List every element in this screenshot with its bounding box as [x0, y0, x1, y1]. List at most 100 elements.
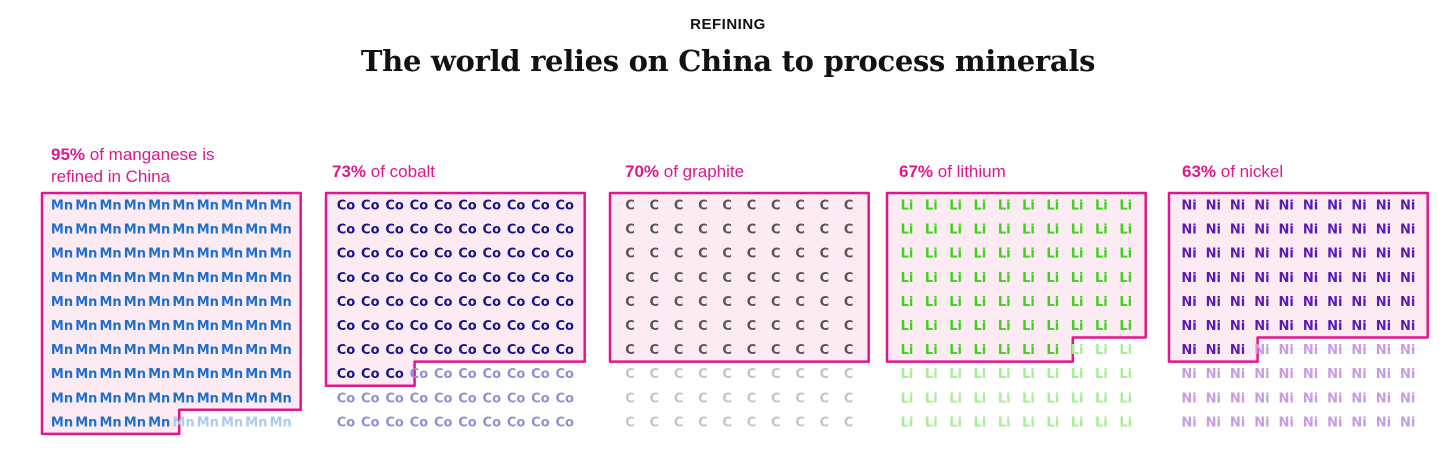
graphite-china-unit: C [722, 247, 732, 262]
lithium-china-unit: Li [998, 271, 1011, 286]
manganese-label: 95% of manganese is refined in China [51, 144, 261, 188]
lithium-other-unit: Li [949, 415, 962, 430]
graphite-other-unit: C [771, 391, 781, 406]
graphite-china-unit: C [625, 247, 635, 262]
cobalt-china-unit: Co [507, 319, 526, 334]
graphite-other-unit: C [650, 391, 660, 406]
nickel-other-unit: Ni [1376, 391, 1391, 406]
nickel-china-unit: Ni [1206, 271, 1221, 286]
manganese-china-unit: Mn [270, 199, 292, 214]
graphite-china-unit: C [795, 295, 805, 310]
manganese-china-unit: Mn [75, 391, 97, 406]
graphite-other-unit: C [820, 367, 830, 382]
graphite-china-unit: C [650, 247, 660, 262]
cobalt-china-unit: Co [337, 271, 356, 286]
graphite-other-unit: C [698, 367, 708, 382]
graphite-china-unit: C [722, 295, 732, 310]
manganese-china-unit: Mn [99, 391, 121, 406]
cobalt-china-unit: Co [531, 343, 550, 358]
lithium-china-unit: Li [1119, 271, 1132, 286]
cobalt-other-unit: Co [410, 391, 429, 406]
nickel-china-unit: Ni [1376, 295, 1391, 310]
nickel-other-unit: Ni [1303, 343, 1318, 358]
nickel-china-unit: Ni [1206, 247, 1221, 262]
nickel-china-unit: Ni [1351, 223, 1366, 238]
graphite-china-unit: C [722, 199, 732, 214]
graphite-china-unit: C [771, 319, 781, 334]
graphite-china-unit: C [771, 295, 781, 310]
lithium-china-unit: Li [1046, 295, 1059, 310]
graphite-china-unit: C [650, 223, 660, 238]
graphite-label-text: of graphite [659, 162, 745, 181]
nickel-percent: 63% [1182, 162, 1217, 181]
nickel-china-unit: Ni [1327, 247, 1342, 262]
manganese-china-unit: Mn [75, 415, 97, 430]
nickel-other-unit: Ni [1327, 343, 1342, 358]
lithium-china-unit: Li [949, 223, 962, 238]
lithium-china-unit: Li [974, 295, 987, 310]
manganese-china-unit: Mn [221, 295, 243, 310]
graphite-china-unit: C [820, 199, 830, 214]
graphite-other-unit: C [698, 391, 708, 406]
manganese-china-unit: Mn [124, 295, 146, 310]
cobalt-china-unit: Co [410, 319, 429, 334]
graphite-china-unit: C [722, 223, 732, 238]
graphite-china-unit: C [625, 271, 635, 286]
lithium-other-unit: Li [901, 415, 914, 430]
lithium-other-unit: Li [1046, 415, 1059, 430]
cobalt-china-unit: Co [410, 343, 429, 358]
graphite-china-unit: C [698, 319, 708, 334]
cobalt-china-unit: Co [555, 223, 574, 238]
manganese-china-unit: Mn [172, 295, 194, 310]
manganese-china-unit: Mn [197, 391, 219, 406]
cobalt-china-unit: Co [385, 247, 404, 262]
lithium-china-unit: Li [925, 295, 938, 310]
nickel-china-unit: Ni [1254, 223, 1269, 238]
lithium-china-unit: Li [1071, 223, 1084, 238]
cobalt-china-unit: Co [337, 199, 356, 214]
lithium-china-unit: Li [998, 223, 1011, 238]
graphite-other-unit: C [795, 367, 805, 382]
graphite-china-unit: C [795, 223, 805, 238]
nickel-other-unit: Ni [1230, 391, 1245, 406]
manganese-china-unit: Mn [197, 247, 219, 262]
cobalt-other-unit: Co [458, 391, 477, 406]
lithium-china-unit: Li [925, 343, 938, 358]
nickel-china-unit: Ni [1230, 343, 1245, 358]
cobalt-china-unit: Co [361, 199, 380, 214]
nickel-other-unit: Ni [1181, 367, 1196, 382]
lithium-other-unit: Li [998, 367, 1011, 382]
lithium-china-unit: Li [1022, 343, 1035, 358]
nickel-china-unit: Ni [1206, 223, 1221, 238]
lithium-other-unit: Li [974, 391, 987, 406]
nickel-china-unit: Ni [1351, 319, 1366, 334]
lithium-china-unit: Li [998, 319, 1011, 334]
manganese-china-unit: Mn [270, 319, 292, 334]
manganese-china-unit: Mn [172, 223, 194, 238]
cobalt-china-unit: Co [531, 319, 550, 334]
manganese-china-unit: Mn [148, 199, 170, 214]
manganese-china-unit: Mn [221, 199, 243, 214]
lithium-china-unit: Li [925, 199, 938, 214]
manganese-china-unit: Mn [245, 295, 267, 310]
lithium-china-unit: Li [901, 343, 914, 358]
manganese-china-unit: Mn [221, 367, 243, 382]
lithium-china-unit: Li [1095, 271, 1108, 286]
manganese-china-unit: Mn [197, 343, 219, 358]
manganese-china-unit: Mn [197, 271, 219, 286]
graphite-china-unit: C [795, 319, 805, 334]
cobalt-china-unit: Co [434, 319, 453, 334]
manganese-china-unit: Mn [75, 295, 97, 310]
nickel-other-unit: Ni [1254, 343, 1269, 358]
manganese-china-unit: Mn [221, 343, 243, 358]
manganese-china-unit: Mn [245, 319, 267, 334]
lithium-china-unit: Li [1046, 271, 1059, 286]
graphite-other-unit: C [625, 367, 635, 382]
graphite-china-unit: C [795, 247, 805, 262]
nickel-other-unit: Ni [1254, 391, 1269, 406]
lithium-china-unit: Li [1022, 223, 1035, 238]
nickel-china-unit: Ni [1351, 247, 1366, 262]
lithium-other-unit: Li [1119, 391, 1132, 406]
graphite-china-unit: C [820, 343, 830, 358]
